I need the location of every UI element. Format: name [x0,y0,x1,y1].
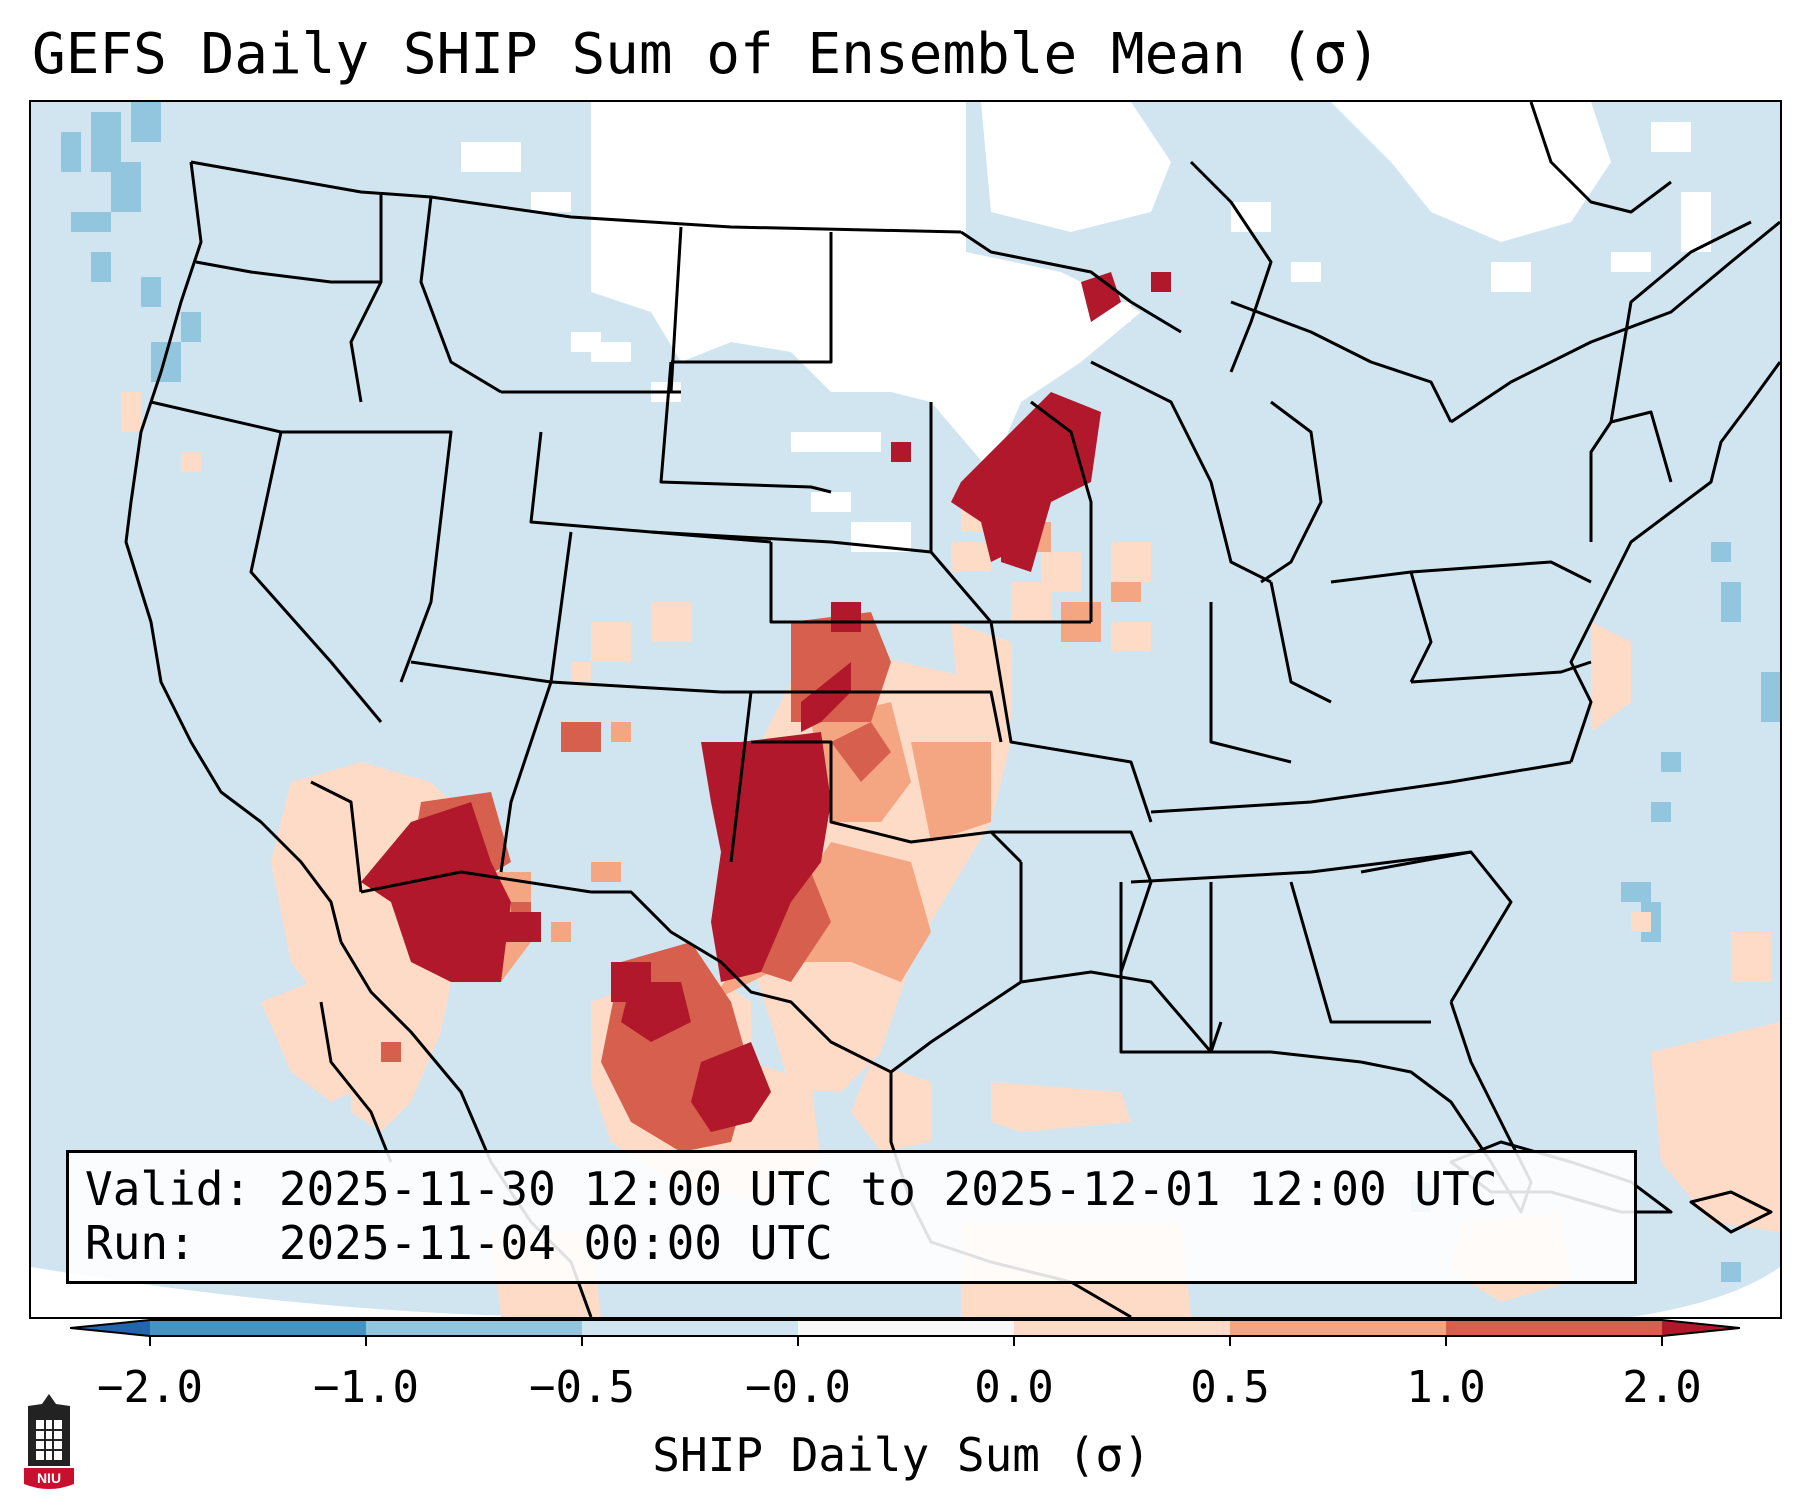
colorbar-segment [366,1320,582,1336]
colorbar-tick-label: 1.0 [1406,1362,1486,1413]
negative-anomaly-patches [61,102,1780,1282]
colorbar-label: SHIP Daily Sum (σ) [652,1428,1151,1482]
colorbar-tick-label: 0.0 [974,1362,1054,1413]
colorbar-tick-label: −1.0 [313,1362,419,1413]
colorbar-tick-label: 0.5 [1190,1362,1270,1413]
colorbar-segment [1230,1320,1446,1336]
logo-text: NIU [37,1470,61,1486]
colorbar [70,1319,1740,1346]
projection-edge [1631,1267,1780,1317]
colorbar-tick-marks [149,1336,1663,1346]
colorbar-tick-label: −0.0 [745,1362,851,1413]
white-patches [461,102,1711,552]
colorbar-segment [150,1320,366,1336]
colorbar-segment [798,1320,1014,1336]
run-time-text: Run: 2025-11-04 00:00 UTC [85,1216,833,1270]
map-title: GEFS Daily SHIP Sum of Ensemble Mean (σ) [32,22,1381,87]
colorbar-tick-labels: −2.0 −1.0 −0.5 −0.0 0.0 0.5 1.0 2.0 [0,1362,1803,1416]
niu-logo: NIU [24,1394,74,1489]
logo-banner [24,1468,74,1489]
extreme-positive-patches [361,272,1171,1132]
colorbar-tick-label: −0.5 [529,1362,635,1413]
projection-edge [31,1267,591,1317]
map-panel [29,100,1782,1319]
colorbar-extend-high [1662,1320,1740,1336]
colorbar-segment [1446,1320,1662,1336]
colorbar-extend-low [70,1320,150,1336]
map-canvas [31,102,1780,1317]
colorbar-tick-label: −2.0 [97,1362,203,1413]
valid-time-text: Valid: 2025-11-30 12:00 UTC to 2025-12-0… [85,1162,1498,1216]
state-boundaries [124,102,1780,1317]
colorbar-segment [582,1320,798,1336]
info-box: Valid: 2025-11-30 12:00 UTC to 2025-12-0… [66,1150,1637,1284]
colorbar-segment [1014,1320,1230,1336]
colorbar-tick-label: 2.0 [1622,1362,1702,1413]
